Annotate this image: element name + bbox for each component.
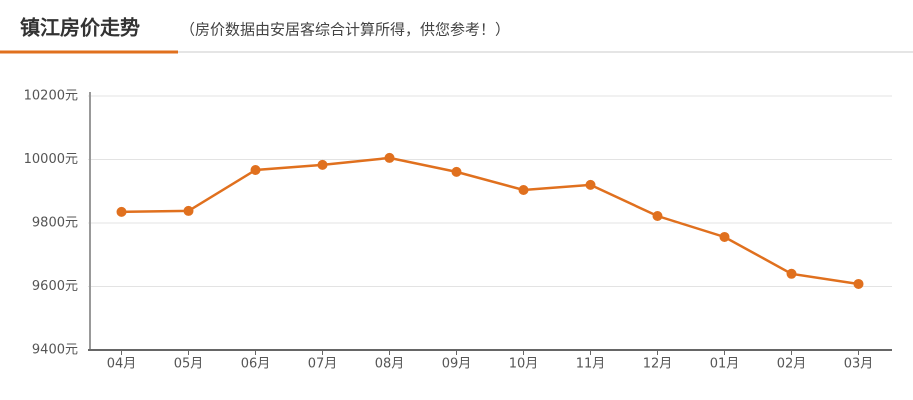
y-tick-label: 10000元 [24,152,78,167]
point [585,179,596,190]
chart-subtitle: （房价数据由安居客综合计算所得，供您参考！） [180,21,510,39]
x-tick-label: 08月 [375,357,405,372]
point [116,206,127,217]
point [250,164,261,175]
x-tick-label: 06月 [241,357,271,372]
x-tick-label: 01月 [710,357,740,372]
chart-title: 镇江房价走势 [20,16,140,40]
point [786,268,797,279]
y-tick-label: 9400元 [32,343,78,358]
x-tick-label: 07月 [308,357,338,372]
x-tick-label: 09月 [442,357,472,372]
point [384,152,395,163]
x-tick-label: 11月 [576,357,606,372]
x-tick-label: 02月 [777,357,807,372]
x-tick-label: 04月 [107,357,137,372]
line [121,156,859,286]
point [719,231,730,242]
x-tick-label: 12月 [643,357,673,372]
point [652,211,663,222]
x-tick-label: 10月 [509,357,539,372]
y-tick-label: 10200元 [24,89,78,104]
point [853,278,864,289]
y-tick-label: 9600元 [32,279,78,294]
y-tick-label: 9800元 [32,216,78,231]
x-tick-label: 05月 [174,357,204,372]
point [317,159,328,170]
point [518,184,529,195]
point [451,166,462,177]
point [183,205,194,216]
x-tick-label: 03月 [844,357,874,372]
